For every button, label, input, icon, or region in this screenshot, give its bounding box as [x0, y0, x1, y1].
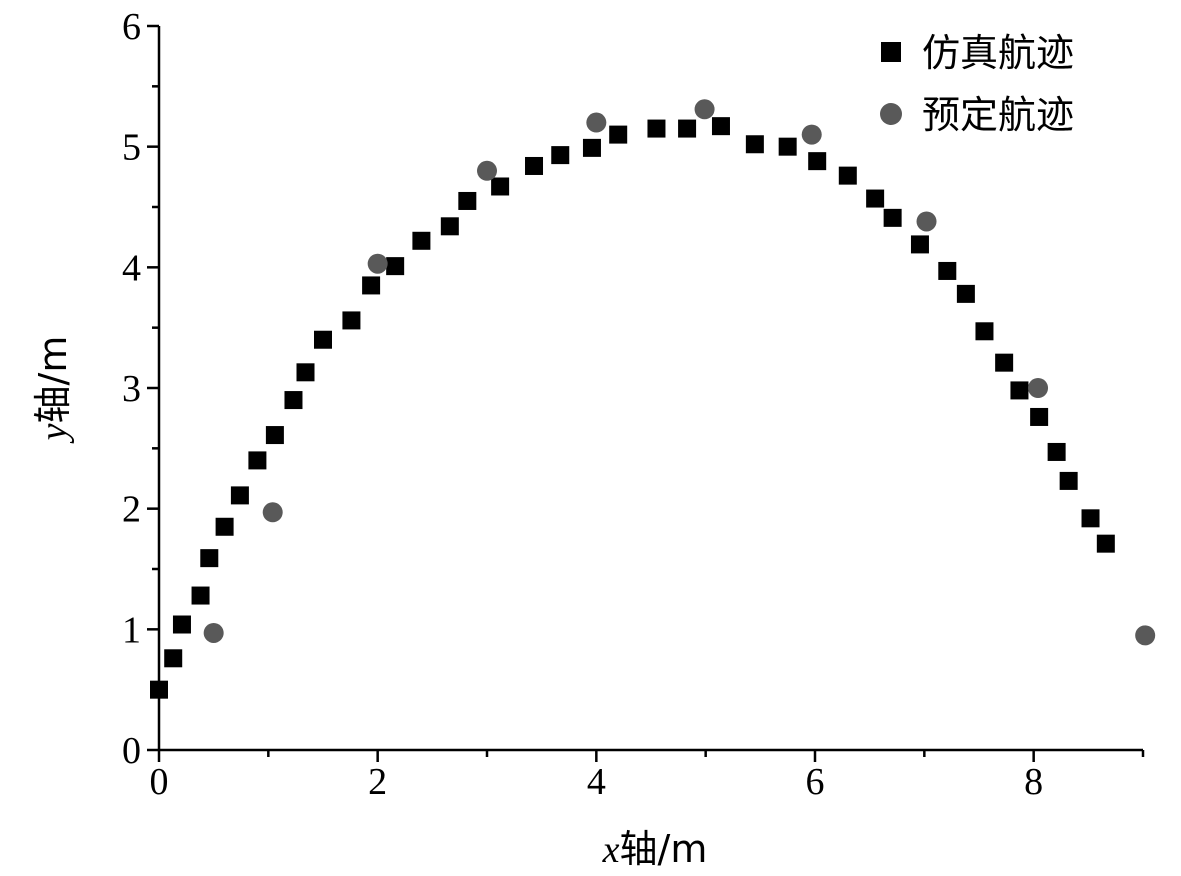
- planned-point: [586, 112, 607, 133]
- y-tick-label: 4: [122, 247, 141, 289]
- simulated-point: [164, 649, 183, 668]
- simulated-point: [910, 235, 929, 254]
- series-1: [203, 99, 1156, 646]
- simulated-point: [956, 284, 975, 303]
- y-axis-title-var: y: [33, 423, 75, 444]
- simulated-point: [1096, 534, 1115, 553]
- simulated-point: [647, 119, 666, 138]
- x-axis-title: x轴/m: [602, 827, 708, 871]
- planned-point: [477, 160, 497, 181]
- legend: 仿真航迹 预定航迹: [880, 31, 1074, 137]
- x-tick-label: 4: [587, 761, 606, 803]
- simulated-point: [386, 257, 405, 276]
- simulated-point: [1059, 471, 1078, 490]
- x-tick-label: 6: [806, 761, 825, 803]
- simulated-point: [1010, 381, 1029, 400]
- planned-point: [916, 211, 937, 232]
- simulated-point: [745, 135, 764, 154]
- simulated-point: [866, 189, 885, 208]
- y-tick-label: 3: [122, 368, 141, 410]
- simulated-point: [230, 486, 249, 505]
- y-tick-label: 1: [122, 609, 141, 651]
- simulated-point: [296, 363, 315, 382]
- simulated-point: [172, 615, 191, 634]
- simulated-point: [150, 680, 168, 699]
- simulated-point: [342, 311, 361, 330]
- simulated-point: [1030, 407, 1049, 426]
- simulated-point: [1047, 442, 1066, 461]
- simulated-point: [883, 208, 902, 227]
- legend-label-planned: 预定航迹: [922, 93, 1074, 137]
- planned-point: [694, 99, 715, 120]
- planned-point: [1028, 378, 1049, 398]
- simulated-point: [582, 138, 601, 157]
- y-axis-title-rest: 轴/m: [31, 336, 75, 424]
- planned-point: [801, 124, 822, 145]
- y-tick-label: 5: [122, 127, 141, 169]
- simulated-point: [440, 217, 459, 236]
- legend-marker-planned: [880, 103, 902, 125]
- simulated-point: [412, 231, 431, 250]
- simulated-point: [711, 117, 730, 136]
- x-tick-label: 0: [150, 761, 169, 803]
- series-0: [150, 117, 1115, 699]
- planned-point: [262, 502, 283, 523]
- simulated-point: [1081, 509, 1100, 528]
- simulated-point: [491, 177, 510, 196]
- simulated-point: [362, 276, 381, 295]
- simulated-point: [778, 137, 797, 156]
- legend-label-simulated: 仿真航迹: [922, 31, 1074, 75]
- series-layer: [150, 99, 1156, 699]
- simulated-point: [191, 586, 210, 605]
- x-tick-label: 2: [368, 761, 387, 803]
- simulated-point: [525, 156, 544, 175]
- y-tick-label: 6: [122, 6, 141, 48]
- simulated-point: [609, 125, 628, 144]
- y-tick-label: 2: [122, 489, 141, 531]
- simulated-point: [314, 330, 332, 349]
- x-axis-title-rest: 轴/m: [620, 827, 708, 871]
- y-axis-title: y轴/m: [31, 336, 75, 445]
- simulated-point: [678, 119, 697, 138]
- simulated-point: [265, 426, 284, 445]
- y-tick-label: 0: [122, 730, 141, 772]
- simulated-point: [838, 166, 857, 185]
- x-tick-label: 8: [1024, 761, 1043, 803]
- planned-point: [367, 253, 388, 274]
- simulated-point: [975, 322, 994, 341]
- x-axis-title-var: x: [602, 829, 620, 871]
- simulated-point: [995, 353, 1014, 372]
- simulated-point: [551, 146, 570, 165]
- x-ticks: 0 2 4 6 8: [150, 750, 1145, 803]
- legend-marker-simulated: [881, 42, 901, 62]
- simulated-point: [215, 517, 234, 536]
- simulated-point: [938, 261, 957, 280]
- simulated-point: [458, 191, 477, 210]
- planned-point: [203, 622, 224, 643]
- y-ticks: 0 1 2 3 4 5 6: [122, 6, 159, 772]
- simulated-point: [284, 391, 303, 410]
- planned-point: [1135, 625, 1156, 646]
- simulated-point: [808, 152, 827, 171]
- simulated-point: [200, 549, 219, 568]
- simulated-point: [248, 451, 267, 470]
